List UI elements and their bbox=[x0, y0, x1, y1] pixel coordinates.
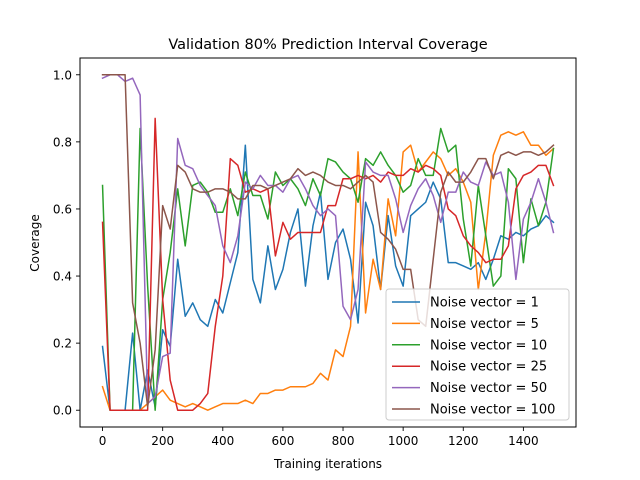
x-tick-label: 400 bbox=[211, 434, 234, 448]
y-axis: 0.0 0.2 0.4 0.6 0.8 1.0 bbox=[53, 68, 80, 418]
x-tick-label: 1400 bbox=[508, 434, 539, 448]
x-tick-label: 600 bbox=[271, 434, 294, 448]
x-tick-label: 800 bbox=[332, 434, 355, 448]
x-tick-label: 200 bbox=[151, 434, 174, 448]
y-tick-label: 0.2 bbox=[53, 337, 72, 351]
y-tick-label: 1.0 bbox=[53, 68, 72, 82]
legend-label-1: Noise vector = 5 bbox=[430, 317, 539, 332]
legend-label-3: Noise vector = 25 bbox=[430, 360, 547, 375]
legend-label-0: Noise vector = 1 bbox=[430, 296, 539, 311]
y-tick-label: 0.8 bbox=[53, 135, 72, 149]
series-line-0 bbox=[101, 144, 555, 411]
plot-frame bbox=[79, 57, 577, 428]
y-tick-label: 0.6 bbox=[53, 202, 72, 216]
series-layer bbox=[101, 74, 555, 411]
x-tick-label: 0 bbox=[99, 434, 107, 448]
legend-label-2: Noise vector = 10 bbox=[430, 338, 547, 353]
x-axis: 0 200 400 600 800 1000 1200 1400 bbox=[99, 427, 539, 448]
x-tick-label: 1200 bbox=[448, 434, 479, 448]
legend: Noise vector = 1 Noise vector = 5 Noise ve… bbox=[385, 288, 570, 421]
y-tick-label: 0.4 bbox=[53, 270, 72, 284]
y-tick-label: 0.0 bbox=[53, 404, 72, 418]
legend-label-4: Noise vector = 50 bbox=[430, 381, 547, 396]
x-tick-label: 1000 bbox=[388, 434, 419, 448]
series-line-3 bbox=[101, 117, 555, 411]
series-line-5 bbox=[101, 74, 555, 408]
chart-title: Validation 80% Prediction Interval Cover… bbox=[168, 37, 487, 53]
x-axis-title: Training iterations bbox=[273, 457, 382, 471]
series-line-4 bbox=[101, 74, 555, 405]
y-axis-title: Coverage bbox=[28, 214, 42, 272]
legend-label-5: Noise vector = 100 bbox=[430, 403, 555, 418]
legend-frame bbox=[385, 288, 570, 421]
